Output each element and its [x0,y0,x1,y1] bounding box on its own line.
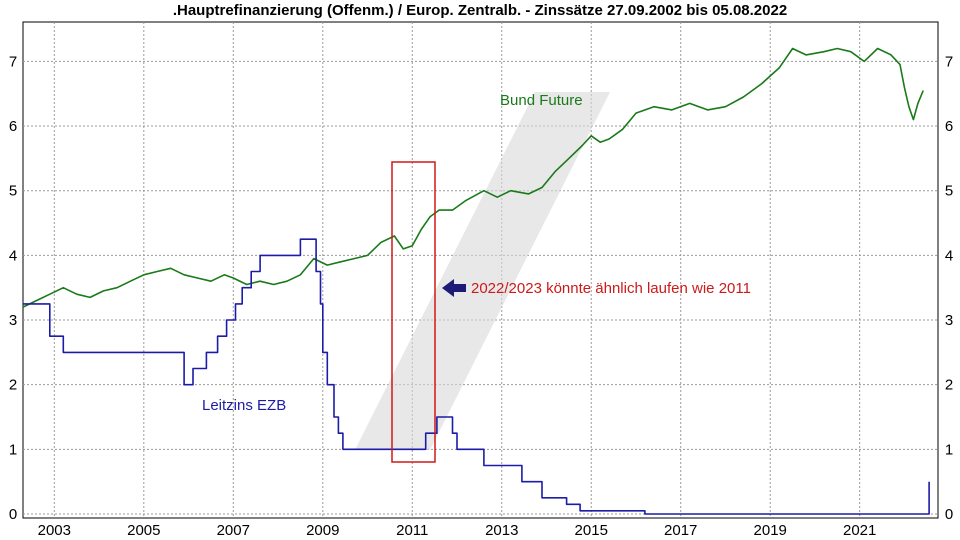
x-tick-label: 2019 [754,522,787,539]
x-ticks: 2003 2005 2007 2009 2011 2013 2015 2017 2019 2021 [38,522,877,539]
y-tick-label-right: 3 [945,312,953,329]
arrow-annotation: 2022/2023 könnte ähnlich laufen wie 2011 [471,280,751,297]
x-tick-label: 2017 [664,522,697,539]
y-tick-label-left: 2 [9,377,17,394]
y-tick-label-right: 1 [945,441,953,458]
series-line-bund-future [22,47,924,308]
y-tick-label-left: 1 [9,441,17,458]
y-tick-label-right: 0 [945,506,953,523]
x-tick-label: 2015 [575,522,608,539]
y-tick-label-left: 4 [9,247,17,264]
y-tick-label-right: 5 [945,183,953,200]
x-tick-label: 2013 [485,522,518,539]
y-tick-label-right: 2 [945,377,953,394]
x-tick-label: 2007 [217,522,250,539]
x-tick-label: 2021 [843,522,876,539]
y-tick-label-left: 3 [9,312,17,329]
x-tick-label: 2011 [396,522,428,539]
y-tick-label-left: 0 [9,506,17,523]
chart-title: .Hauptrefinanzierung (Offenm.) / Europ. … [173,2,787,19]
x-tick-label: 2009 [306,522,339,539]
y-ticks-left: 0 1 2 3 4 5 6 7 [9,53,17,523]
series-layer [22,47,930,515]
y-tick-label-left: 7 [9,53,17,70]
arrow-icon [442,279,466,297]
y-tick-label-left: 6 [9,118,17,135]
x-tick-label: 2005 [127,522,160,539]
y-tick-label-right: 4 [945,247,953,264]
x-tick-label: 2003 [38,522,71,539]
highlight-box-2011 [391,161,436,463]
y-ticks-right: 0 1 2 3 4 5 6 7 [945,53,953,523]
series-label-leitzins-ezb: Leitzins EZB [202,397,286,414]
y-tick-label-right: 7 [945,53,953,70]
series-label-bund-future: Bund Future [500,92,583,109]
series-line-leitzins-ezb [23,238,930,515]
y-tick-label-right: 6 [945,118,953,135]
y-tick-label-left: 5 [9,183,17,200]
